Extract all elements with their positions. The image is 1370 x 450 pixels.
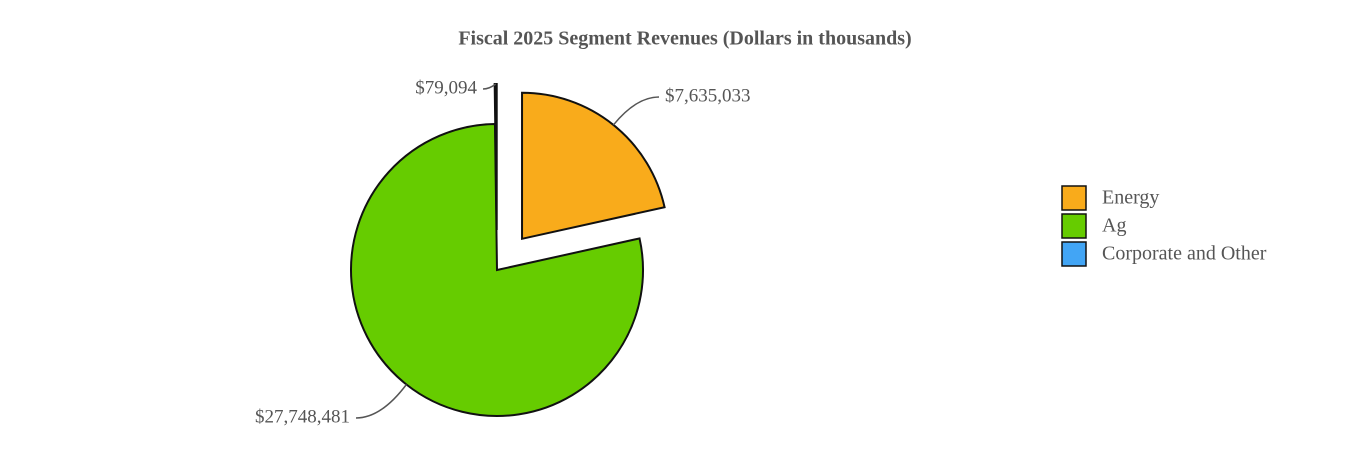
pie-slice bbox=[521, 91, 666, 241]
legend-swatch bbox=[1061, 241, 1087, 267]
data-label: $79,094 bbox=[415, 77, 477, 98]
chart-title: Fiscal 2025 Segment Revenues (Dollars in… bbox=[458, 28, 911, 50]
pie-slice bbox=[350, 122, 644, 417]
legend-swatch bbox=[1061, 213, 1087, 239]
legend-label: Energy bbox=[1102, 187, 1159, 209]
legend-label: Ag bbox=[1102, 215, 1126, 237]
leader-line bbox=[355, 384, 408, 419]
leader-line bbox=[482, 83, 497, 90]
leader-line bbox=[612, 96, 660, 126]
legend-swatch bbox=[1061, 185, 1087, 211]
data-label: $7,635,033 bbox=[665, 85, 751, 106]
legend-label: Corporate and Other bbox=[1102, 243, 1267, 265]
data-label: $27,748,481 bbox=[255, 406, 350, 427]
